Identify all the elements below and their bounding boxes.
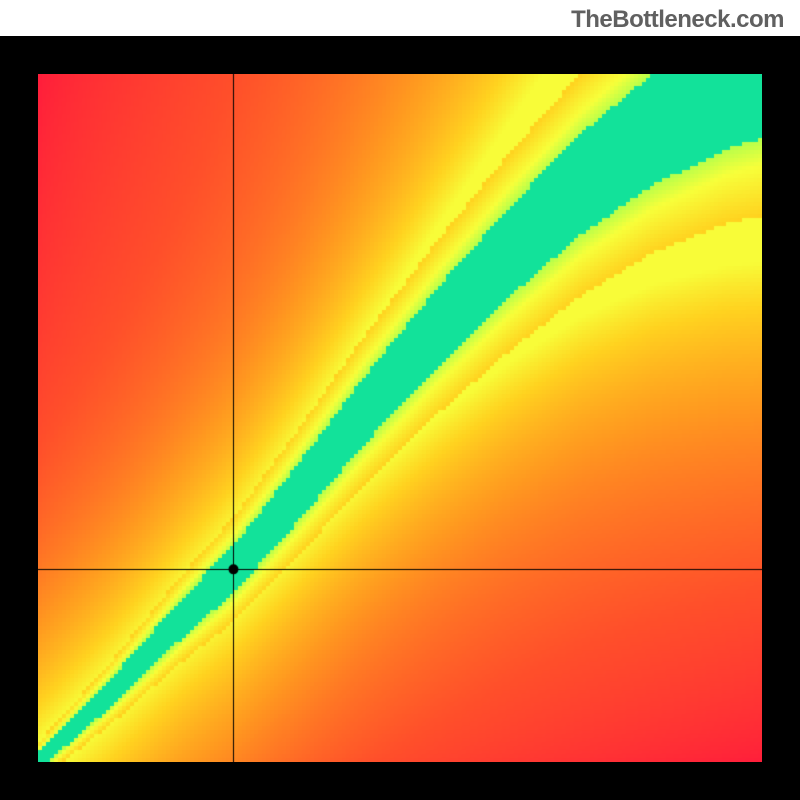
chart-frame <box>0 36 800 800</box>
heatmap-canvas <box>38 74 762 762</box>
chart-container: TheBottleneck.com <box>0 0 800 800</box>
watermark-text: TheBottleneck.com <box>571 6 784 34</box>
heatmap-plot <box>38 74 762 762</box>
